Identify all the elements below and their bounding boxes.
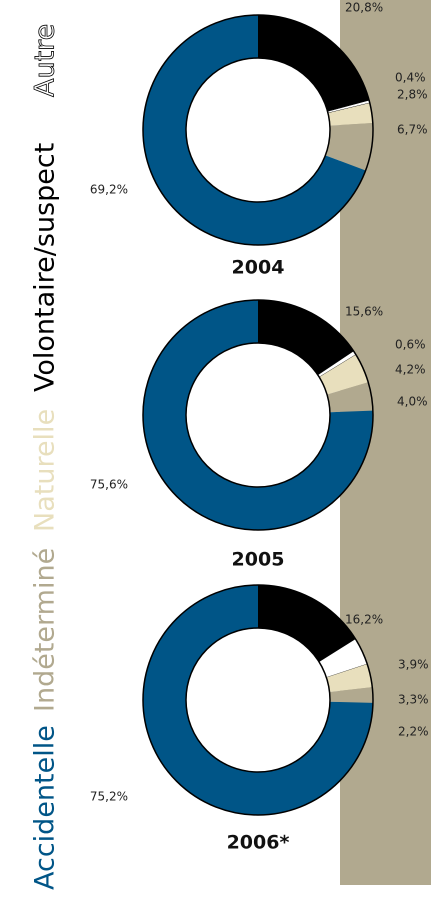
pie-slice [143, 585, 373, 815]
legend-label: Accidentelle [30, 725, 61, 890]
value-label: 4,0% [397, 395, 428, 409]
pie-slice [326, 664, 373, 692]
legend-label: Autre [30, 24, 61, 97]
pie-slice [258, 585, 356, 662]
pie-slice [327, 102, 373, 126]
pie-slice [143, 300, 374, 530]
pie-slice [329, 687, 373, 703]
chart-title: 2004 [232, 257, 285, 279]
value-label: 16,2% [345, 613, 383, 627]
value-label: 4,2% [395, 363, 426, 377]
legend-label: Indéterminé [30, 548, 61, 712]
legend-label: Volontaire/suspect [30, 143, 61, 392]
value-label: 0,4% [395, 71, 426, 85]
value-label: 75,2% [90, 790, 128, 804]
pie-slice [258, 300, 354, 375]
value-label: 3,3% [398, 693, 429, 707]
value-label: 20,8% [345, 1, 383, 15]
pie-slice [258, 15, 370, 112]
legend-label: Naturelle [30, 409, 61, 532]
donut-hole [185, 57, 331, 203]
donut-outline [142, 14, 374, 246]
value-label: 69,2% [90, 183, 128, 197]
donut-outline [142, 584, 374, 816]
value-label: 2,8% [397, 88, 428, 102]
chart-title: 2006* [227, 832, 290, 854]
value-label: 2,2% [398, 725, 429, 739]
donut-outline [142, 299, 374, 531]
value-label: 3,9% [398, 658, 429, 672]
pie-slice [325, 122, 373, 171]
value-label: 0,6% [395, 338, 426, 352]
pie-slice [327, 382, 373, 413]
donut-hole [185, 627, 331, 773]
value-label: 6,7% [397, 123, 428, 137]
pie-slice [319, 354, 369, 395]
value-label: 75,6% [90, 478, 128, 492]
chart-title: 2005 [232, 549, 285, 571]
pie-slice [143, 15, 366, 246]
donut-hole [185, 342, 331, 488]
value-label: 15,6% [345, 305, 383, 319]
